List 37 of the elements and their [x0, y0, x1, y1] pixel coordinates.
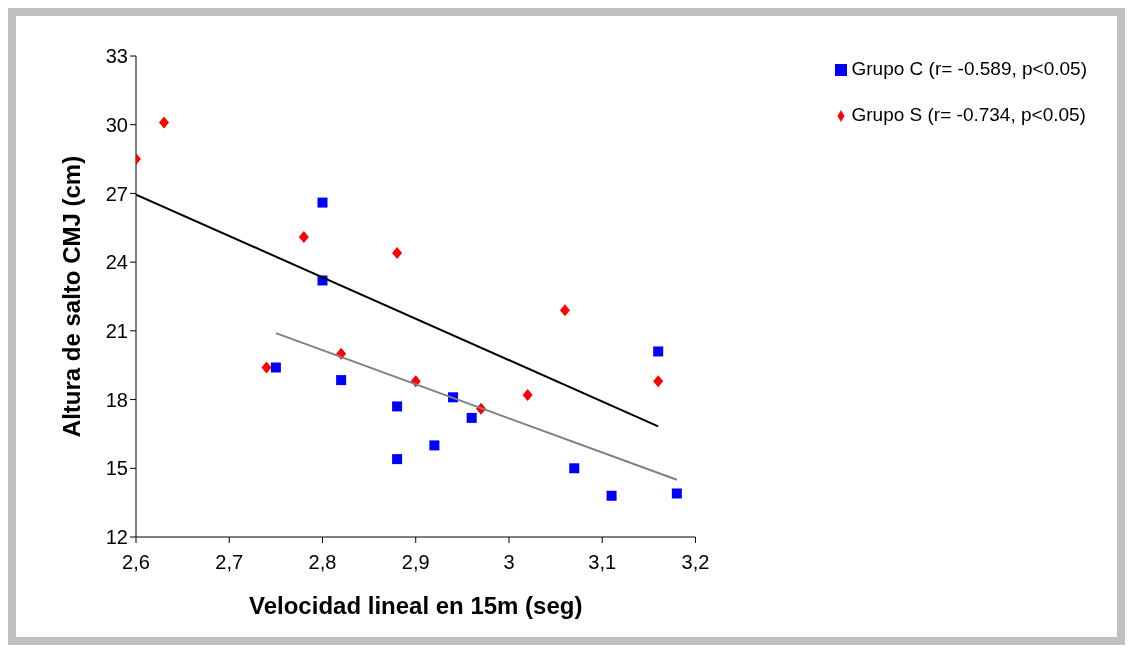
y-tick-label: 24	[105, 251, 128, 274]
point	[392, 401, 403, 412]
point	[336, 375, 347, 386]
legend-label: Grupo C (r= -0.589, p<0.05)	[851, 58, 1087, 79]
point	[261, 361, 272, 374]
point	[317, 197, 328, 208]
point	[606, 490, 617, 501]
point	[298, 230, 309, 243]
x-tick-label: 3	[503, 551, 515, 574]
legend-label: Grupo S (r= -0.734, p<0.05)	[851, 104, 1086, 125]
point	[671, 488, 682, 499]
y-tick-label: 33	[105, 45, 128, 68]
x-tick-label: 3,1	[588, 551, 617, 574]
point	[158, 116, 169, 129]
x-tick-label: 2,8	[308, 551, 337, 574]
x-tick-label: 3,2	[681, 551, 710, 574]
point	[559, 304, 570, 317]
point	[522, 388, 533, 401]
x-tick-label: 2,7	[215, 551, 244, 574]
y-tick-label: 27	[105, 182, 128, 205]
y-tick-label: 12	[105, 526, 128, 549]
point	[392, 246, 403, 259]
point	[569, 463, 580, 474]
point	[653, 346, 664, 357]
point	[466, 412, 477, 423]
x-tick-label: 2,6	[122, 551, 150, 574]
x-axis-title: Velocidad lineal en 15m (seg)	[249, 592, 583, 620]
y-tick-label: 18	[105, 388, 128, 411]
point	[653, 375, 664, 388]
point	[429, 440, 440, 451]
y-tick-label: 21	[105, 319, 128, 342]
y-tick-label: 30	[105, 113, 128, 136]
point	[270, 362, 281, 373]
y-tick-label: 15	[105, 457, 128, 480]
y-axis-title: Altura de salto CMJ (cm)	[57, 155, 85, 438]
point	[392, 454, 403, 465]
x-tick-label: 2,9	[401, 551, 430, 574]
